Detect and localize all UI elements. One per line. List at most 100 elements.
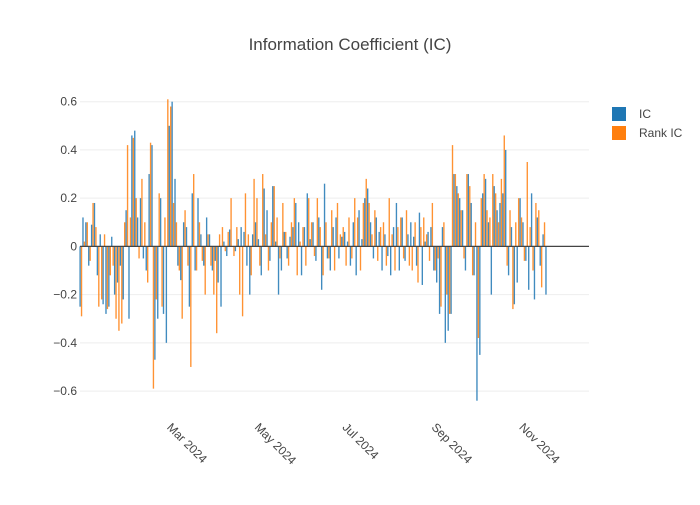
bar-rank-ic[interactable] <box>167 99 169 247</box>
bar-ic[interactable] <box>447 246 449 331</box>
bar-rank-ic[interactable] <box>204 246 206 295</box>
bar-rank-ic[interactable] <box>454 174 457 247</box>
bar-rank-ic[interactable] <box>535 202 537 247</box>
bar-ic[interactable] <box>309 239 311 247</box>
bar-ic[interactable] <box>493 186 495 247</box>
bar-ic[interactable] <box>297 222 300 247</box>
bar-ic[interactable] <box>369 222 372 247</box>
bar-ic[interactable] <box>381 246 383 271</box>
bar-rank-ic[interactable] <box>285 231 287 247</box>
bar-ic[interactable] <box>203 246 205 266</box>
bar-ic[interactable] <box>266 210 268 247</box>
bar-ic[interactable] <box>479 246 481 355</box>
bar-rank-ic[interactable] <box>434 246 436 271</box>
bar-ic[interactable] <box>240 227 242 247</box>
bar-ic[interactable] <box>387 246 389 257</box>
bar-rank-ic[interactable] <box>126 145 129 247</box>
bar-ic[interactable] <box>499 202 501 247</box>
bar-rank-ic[interactable] <box>305 246 307 266</box>
bar-rank-ic[interactable] <box>354 198 356 247</box>
bar-ic[interactable] <box>208 234 211 247</box>
bar-rank-ic[interactable] <box>273 186 275 247</box>
bar-ic[interactable] <box>171 101 173 247</box>
bar-rank-ic[interactable] <box>319 227 321 247</box>
bar-ic[interactable] <box>96 246 99 276</box>
bar-rank-ic[interactable] <box>256 198 258 247</box>
bar-rank-ic[interactable] <box>529 227 531 247</box>
bar-rank-ic[interactable] <box>336 202 339 247</box>
bar-rank-ic[interactable] <box>515 222 517 247</box>
bar-ic[interactable] <box>165 246 168 343</box>
bar-rank-ic[interactable] <box>532 246 534 271</box>
bar-rank-ic[interactable] <box>483 174 485 247</box>
bar-ic[interactable] <box>148 174 150 247</box>
bar-rank-ic[interactable] <box>408 246 411 266</box>
bar-rank-ic[interactable] <box>178 246 181 271</box>
bar-ic[interactable] <box>461 210 464 247</box>
bar-ic[interactable] <box>329 246 331 271</box>
bar-rank-ic[interactable] <box>322 246 324 276</box>
bar-ic[interactable] <box>522 222 524 247</box>
bar-rank-ic[interactable] <box>477 246 480 339</box>
bar-rank-ic[interactable] <box>190 246 192 367</box>
bar-ic[interactable] <box>513 246 516 305</box>
bar-ic[interactable] <box>436 246 438 283</box>
bar-ic[interactable] <box>174 178 176 247</box>
bar-rank-ic[interactable] <box>400 217 402 247</box>
bar-ic[interactable] <box>200 234 202 247</box>
bar-ic[interactable] <box>214 246 216 261</box>
bar-ic[interactable] <box>128 246 130 319</box>
bar-rank-ic[interactable] <box>218 234 221 247</box>
legend-item-rank-ic[interactable]: Rank IC <box>612 126 683 140</box>
bar-ic[interactable] <box>378 231 380 247</box>
bar-rank-ic[interactable] <box>282 202 284 247</box>
bar-rank-ic[interactable] <box>446 246 448 295</box>
bar-ic[interactable] <box>323 183 326 247</box>
bar-rank-ic[interactable] <box>155 246 157 300</box>
bar-rank-ic[interactable] <box>198 222 201 247</box>
bar-rank-ic[interactable] <box>377 246 379 261</box>
bar-rank-ic[interactable] <box>250 246 252 276</box>
bar-rank-ic[interactable] <box>333 246 336 271</box>
bar-rank-ic[interactable] <box>299 241 301 247</box>
bar-rank-ic[interactable] <box>371 234 373 247</box>
bar-rank-ic[interactable] <box>86 222 88 247</box>
bar-ic[interactable] <box>366 188 369 247</box>
bar-rank-ic[interactable] <box>267 246 270 271</box>
bar-rank-ic[interactable] <box>213 246 215 295</box>
legend-item-ic[interactable]: IC <box>612 107 651 121</box>
bar-ic[interactable] <box>260 246 262 276</box>
bar-rank-ic[interactable] <box>489 217 491 247</box>
bar-rank-ic[interactable] <box>348 217 350 247</box>
bar-rank-ic[interactable] <box>193 174 195 247</box>
bar-rank-ic[interactable] <box>138 246 140 259</box>
bar-ic[interactable] <box>358 210 360 247</box>
bar-rank-ic[interactable] <box>351 246 353 259</box>
bar-ic[interactable] <box>384 234 386 247</box>
bar-rank-ic[interactable] <box>170 106 172 247</box>
bar-ic[interactable] <box>507 246 510 276</box>
bar-rank-ic[interactable] <box>379 227 382 247</box>
bar-ic[interactable] <box>530 193 533 247</box>
bar-ic[interactable] <box>139 198 142 247</box>
bar-rank-ic[interactable] <box>397 227 399 247</box>
bar-rank-ic[interactable] <box>359 246 362 271</box>
bar-ic[interactable] <box>528 246 530 290</box>
bar-rank-ic[interactable] <box>172 202 175 247</box>
bar-ic[interactable] <box>341 236 343 247</box>
bar-rank-ic[interactable] <box>106 246 109 310</box>
bar-ic[interactable] <box>295 202 297 247</box>
bar-ic[interactable] <box>136 217 139 247</box>
bar-ic[interactable] <box>467 174 470 247</box>
bar-rank-ic[interactable] <box>331 210 333 247</box>
bar-rank-ic[interactable] <box>118 246 120 331</box>
bar-rank-ic[interactable] <box>115 246 117 319</box>
bar-rank-ic[interactable] <box>112 246 114 266</box>
bar-ic[interactable] <box>346 241 349 247</box>
bar-ic[interactable] <box>401 217 403 247</box>
bar-rank-ic[interactable] <box>152 246 155 389</box>
bar-ic[interactable] <box>272 186 274 247</box>
bar-ic[interactable] <box>312 222 314 247</box>
bar-rank-ic[interactable] <box>405 210 408 247</box>
bar-rank-ic[interactable] <box>236 227 238 247</box>
